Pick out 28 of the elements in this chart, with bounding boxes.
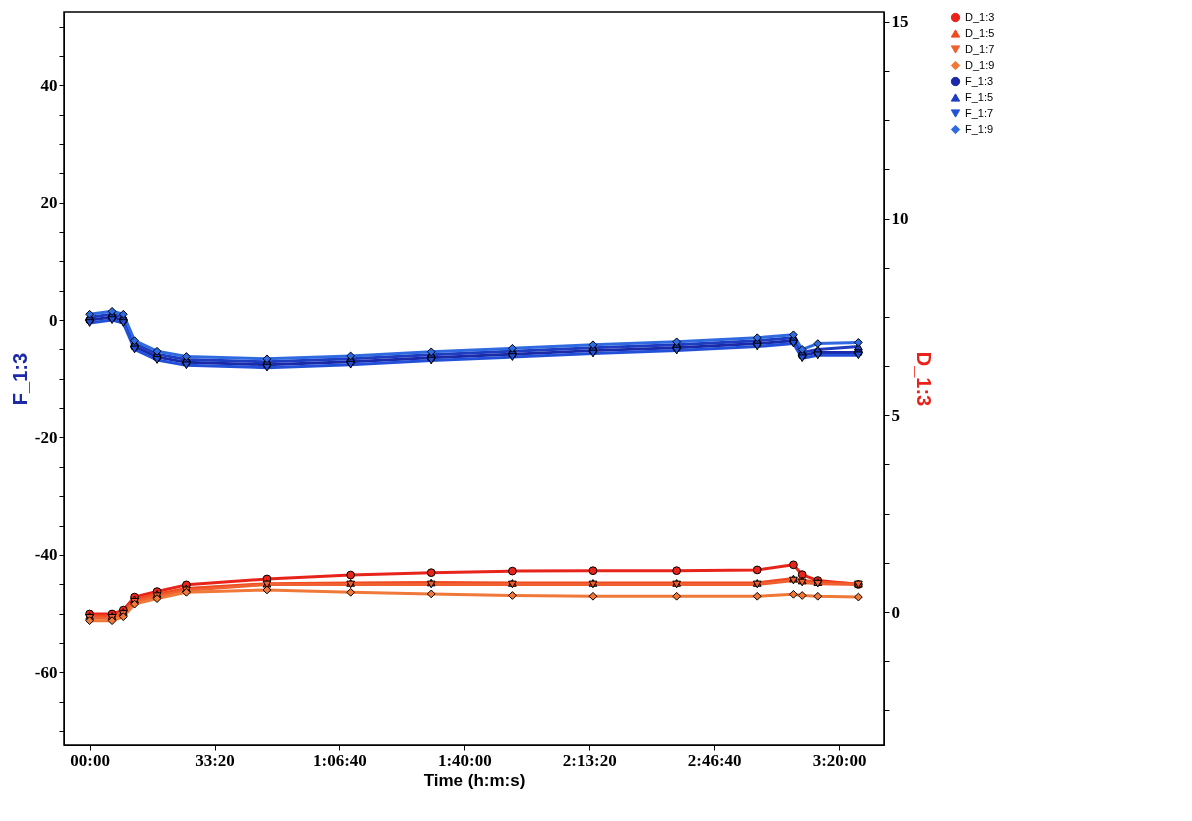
legend-label: F_1:5 xyxy=(965,90,994,103)
x-tick-label: 2:46:40 xyxy=(687,750,742,770)
x-tick-label: 2:13:20 xyxy=(562,750,617,770)
legend-label: F_1:7 xyxy=(965,106,994,119)
x-tick-label: 00:00 xyxy=(70,750,110,770)
y2-tick-label: 15 xyxy=(891,12,909,32)
x-tick-label: 33:20 xyxy=(195,750,235,770)
y2-axis-title: D_1:3 xyxy=(912,351,935,407)
x-tick-label: 1:06:40 xyxy=(313,750,367,770)
legend-label: D_1:3 xyxy=(965,10,995,23)
y-tick-label: 20 xyxy=(40,193,58,213)
legend-label: F_1:9 xyxy=(965,122,994,135)
y-axis-title: F_1:3 xyxy=(8,352,31,406)
y2-tick-label: 5 xyxy=(891,405,900,425)
y-tick-label: 40 xyxy=(40,75,58,95)
legend-label: D_1:9 xyxy=(965,58,995,71)
legend-label: D_1:7 xyxy=(965,42,995,55)
legend-label: D_1:5 xyxy=(965,26,995,39)
x-tick-label: 1:40:00 xyxy=(437,750,492,770)
legend-label: F_1:3 xyxy=(965,74,994,87)
y2-tick-label: 10 xyxy=(891,209,909,229)
y-tick-label: 0 xyxy=(49,310,58,330)
x-tick-label: 3:20:00 xyxy=(812,750,867,770)
y-tick-label: -40 xyxy=(34,545,58,565)
x-axis-title: Time (h:m:s) xyxy=(423,770,526,790)
y-tick-label: -20 xyxy=(34,427,58,447)
y-tick-label: -60 xyxy=(34,662,58,682)
y2-tick-label: 0 xyxy=(891,602,900,622)
